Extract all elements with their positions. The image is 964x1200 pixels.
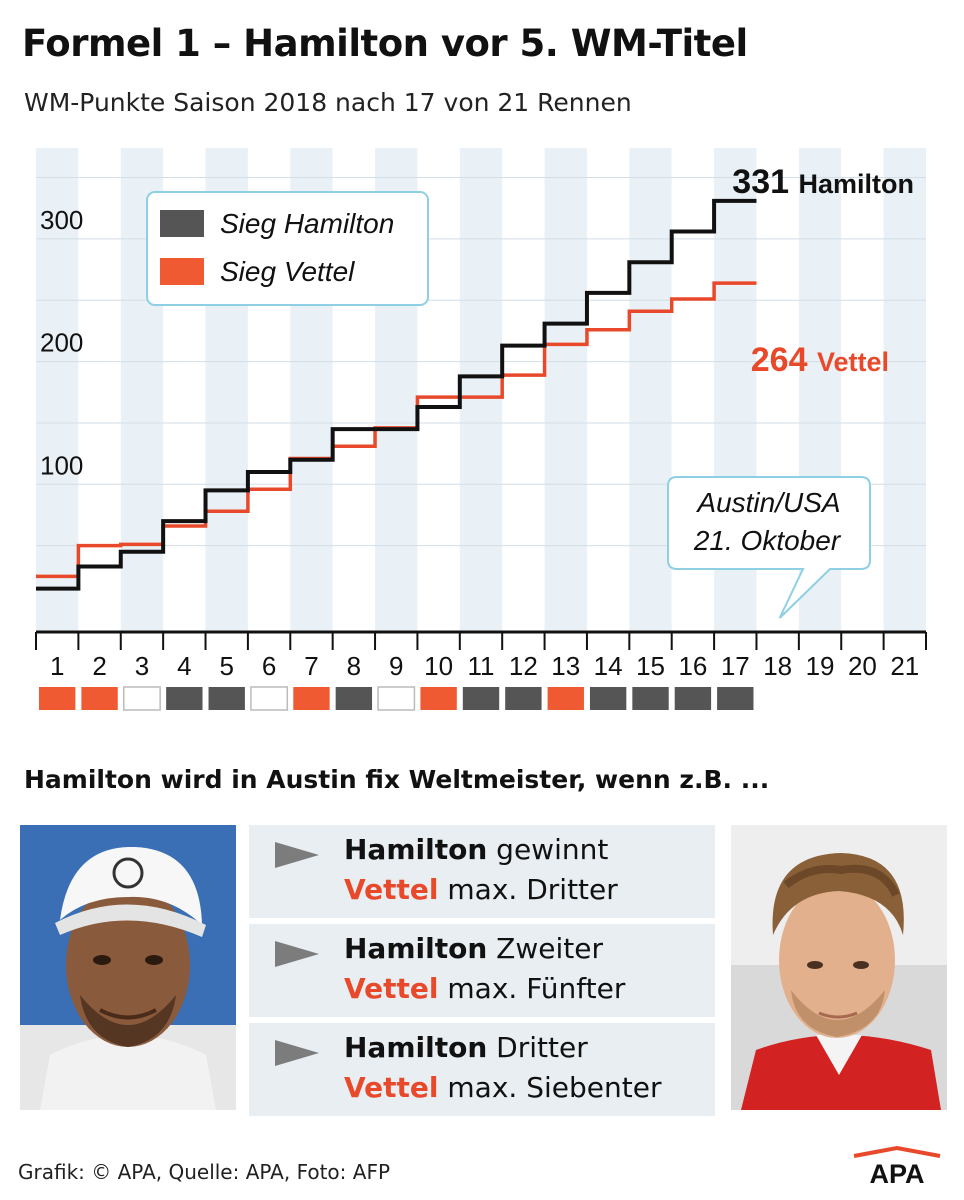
- x-tick-label: 8: [347, 651, 361, 681]
- race-winner-marker: [420, 687, 457, 710]
- scenario-vettel-text: max. Siebenter: [447, 1071, 662, 1104]
- race-winner-marker: [293, 687, 330, 710]
- scenario-hamilton-text: Zweiter: [496, 932, 603, 965]
- race-winner-marker: [377, 686, 416, 711]
- race-winner-marker: [547, 687, 584, 710]
- race-column-stripe: [883, 148, 926, 632]
- x-tick-label: 20: [848, 651, 877, 681]
- series-hamilton-line: [36, 198, 757, 591]
- x-tick-label: 18: [763, 651, 792, 681]
- final-label-hamilton: 331 Hamilton: [732, 163, 914, 201]
- x-tick-label: 5: [219, 651, 233, 681]
- race-winner-marker: [208, 687, 245, 710]
- x-tick-label: 10: [424, 651, 453, 681]
- scenario-vettel-name: Vettel: [344, 873, 439, 906]
- x-tick-label: 17: [721, 651, 750, 681]
- scenario-1: Hamilton gewinnt Vettel max. Dritter: [249, 825, 715, 918]
- legend-swatch-hamilton: [160, 210, 204, 237]
- scenario-vettel-name: Vettel: [344, 972, 439, 1005]
- x-tick-label: 11: [468, 651, 495, 681]
- annotation-location: Austin/USA: [695, 487, 840, 518]
- race-winner-marker: [123, 686, 161, 711]
- x-tick-label: 1: [50, 651, 64, 681]
- play-arrow-icon: [275, 842, 319, 868]
- x-tick-label: 14: [594, 651, 623, 681]
- scenario-vettel-text: max. Dritter: [447, 873, 618, 906]
- x-tick-label: 4: [177, 651, 191, 681]
- race-column-stripe: [629, 148, 672, 632]
- credits: Grafik: © APA, Quelle: APA, Foto: AFP: [18, 1160, 391, 1184]
- legend-swatch-vettel: [160, 258, 204, 285]
- x-tick-label: 13: [551, 651, 580, 681]
- x-tick-label: 15: [636, 651, 665, 681]
- race-column-stripe: [459, 148, 503, 632]
- scenario-hamilton-name: Hamilton: [344, 833, 488, 866]
- page-title: Formel 1 – Hamilton vor 5. WM-Titel: [22, 22, 748, 65]
- play-arrow-icon: [275, 1040, 319, 1066]
- race-winner-marker: [166, 687, 203, 710]
- scenario-vettel-name: Vettel: [344, 1071, 439, 1104]
- scenario-vettel-text: max. Fünfter: [447, 972, 626, 1005]
- race-column-stripe: [78, 148, 121, 632]
- x-tick-label: 21: [890, 651, 919, 681]
- apa-logo-text: APA: [869, 1159, 924, 1186]
- y-tick-label: 200: [40, 328, 83, 358]
- hamilton-photo: [20, 825, 236, 1110]
- race-winner-marker: [462, 687, 500, 710]
- apa-logo: APA: [853, 1146, 941, 1186]
- x-tick-label: 19: [806, 651, 835, 681]
- scenario-hamilton-name: Hamilton: [344, 932, 488, 965]
- play-arrow-icon: [275, 941, 319, 967]
- y-tick-label: 100: [40, 450, 83, 480]
- annotation-callout: [667, 476, 871, 619]
- x-tick-label: 7: [304, 651, 318, 681]
- annotation-date: 21. Oktober: [693, 525, 842, 556]
- points-chart: 100 200 300 331 Hamilton 264 Vettel Sieg Hami…: [35, 148, 927, 711]
- scenario-hamilton-text: gewinnt: [496, 833, 609, 866]
- page-subtitle: WM-Punkte Saison 2018 nach 17 von 21 Ren…: [24, 88, 632, 117]
- section-heading: Hamilton wird in Austin fix Weltmeister,…: [24, 765, 770, 794]
- x-tick-label: 2: [92, 651, 106, 681]
- scenario-hamilton-name: Hamilton: [344, 1031, 488, 1064]
- race-column-stripe: [502, 148, 545, 632]
- race-winner-marker: [589, 687, 627, 710]
- race-winner-marker: [717, 687, 754, 710]
- race-winner-marker: [505, 687, 542, 710]
- race-winner-marker: [335, 687, 373, 710]
- x-tick-label: 12: [509, 651, 538, 681]
- race-column-stripe: [586, 148, 630, 632]
- legend-label-vettel: Sieg Vettel: [220, 256, 355, 287]
- x-tick-label: 6: [262, 651, 276, 681]
- race-winner-marker: [632, 687, 669, 710]
- race-winner-marker: [81, 687, 118, 710]
- race-column-stripe: [544, 148, 587, 632]
- legend-box: [146, 191, 429, 306]
- final-label-vettel: 264 Vettel: [751, 341, 889, 379]
- race-column-stripe: [36, 148, 79, 632]
- legend-label-hamilton: Sieg Hamilton: [220, 208, 394, 239]
- scenario-list: Hamilton gewinnt Vettel max. Dritter Ham…: [249, 825, 715, 1122]
- scenario-2: Hamilton Zweiter Vettel max. Fünfter: [249, 924, 715, 1017]
- x-tick-label: 16: [678, 651, 707, 681]
- scenario-3: Hamilton Dritter Vettel max. Siebenter: [249, 1023, 715, 1116]
- scenario-hamilton-text: Dritter: [496, 1031, 588, 1064]
- race-winner-marker: [250, 686, 289, 711]
- x-tick-label: 9: [389, 651, 403, 681]
- vettel-photo: [731, 825, 947, 1110]
- race-winner-marker: [674, 687, 712, 710]
- y-tick-label: 300: [40, 205, 83, 235]
- race-winner-marker: [39, 687, 76, 710]
- x-tick-label: 3: [135, 651, 149, 681]
